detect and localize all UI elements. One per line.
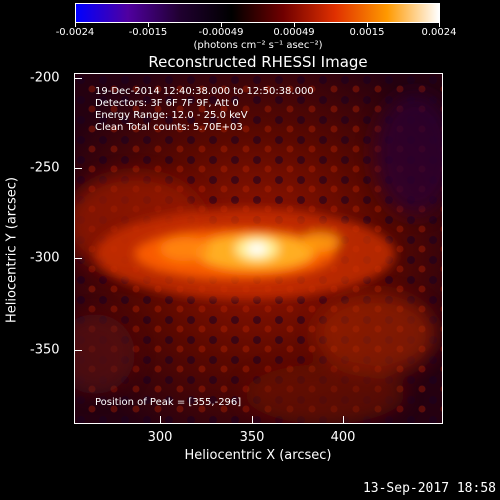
colorbar-tick-mark [75,23,76,27]
colorbar-tick-label: -0.0024 [55,27,95,38]
x-tick-label: 350 [239,430,265,445]
y-axis-label: Heliocentric Y (arcsec) [4,177,20,323]
colorbar [75,3,440,23]
x-tick-label: 300 [147,430,173,445]
y-tick-label: -200 [30,70,60,86]
y-tick-mark [74,258,82,259]
colorbar-tick-label: 0.00049 [273,27,315,38]
colorbar-tick-label: 0.0015 [349,27,385,38]
y-tick-label: -350 [30,342,60,358]
x-tick-mark [252,416,253,424]
image-plot [74,73,443,424]
y-tick-mark [74,168,82,169]
x-tick-mark [160,416,161,424]
x-tick-mark [343,416,344,424]
colorbar-units: (photons cm⁻² s⁻¹ asec⁻²) [193,40,323,51]
emission-core [95,209,395,299]
colorbar-tick-label: -0.0015 [128,27,168,38]
colorbar-tick-label: -0.00049 [198,27,244,38]
info-time-range: 19-Dec-2014 12:40:38.000 to 12:50:38.000 [95,86,314,97]
colorbar-tick-mark [148,23,149,27]
info-detectors: Detectors: 3F 6F 7F 9F, Att 0 [95,98,239,109]
y-tick-label: -250 [30,160,60,176]
colorbar-tick-mark [294,23,295,27]
colorbar-tick-label: 0.0024 [421,27,457,38]
colorbar-tick-mark [221,23,222,27]
colorbar-tick-mark [439,23,440,27]
plot-title: Reconstructed RHESSI Image [148,53,368,71]
x-axis-label: Heliocentric X (arcsec) [184,448,332,463]
y-tick-mark [74,78,82,79]
heatmap-image [75,74,442,423]
x-tick-label: 400 [330,430,356,445]
colorbar-tick-mark [367,23,368,27]
info-counts: Clean Total counts: 5.70E+03 [95,122,243,133]
peak-position: Position of Peak = [355,-296] [95,397,242,408]
info-energy-range: Energy Range: 12.0 - 25.0 keV [95,110,248,121]
y-tick-mark [74,350,82,351]
emission-diffuse [75,94,442,423]
timestamp: 13-Sep-2017 18:58 [362,481,496,496]
y-tick-label: -300 [30,250,60,266]
